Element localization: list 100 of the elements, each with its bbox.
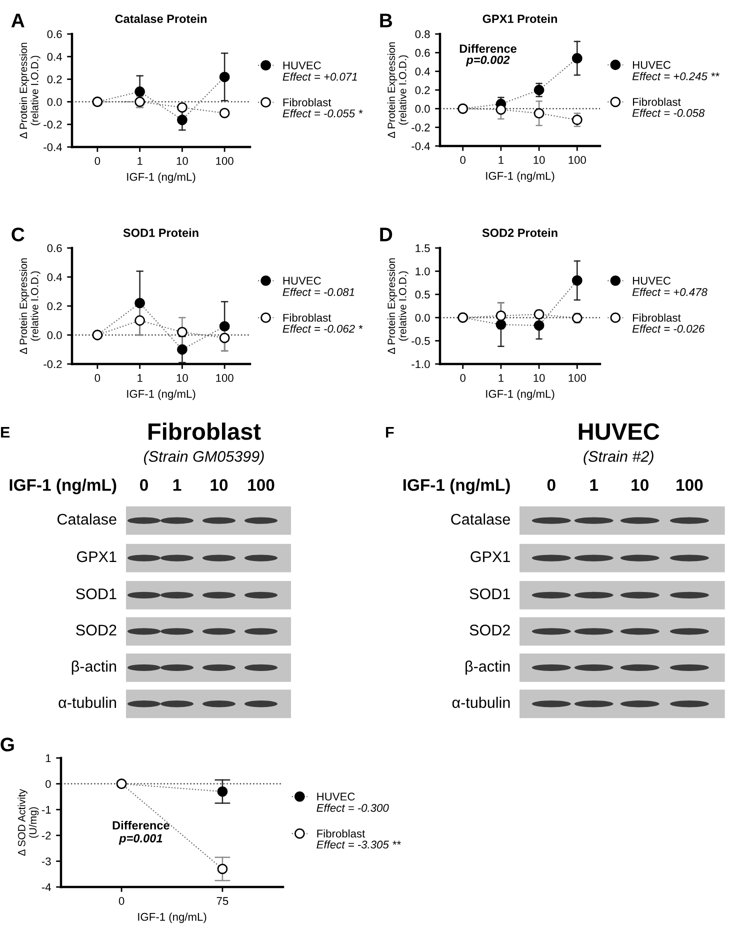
text: G	[0, 738, 14, 752]
x-tick-label: 1	[498, 374, 504, 382]
legend-label: HUVEC	[283, 61, 321, 70]
text: Effect = -0.058	[632, 108, 705, 117]
y-tick-label: 1	[46, 754, 51, 762]
legend-label: HUVEC	[633, 61, 671, 69]
text: F	[386, 427, 394, 438]
y-tick-label: 0.0	[415, 314, 430, 322]
category-label: 1	[173, 479, 182, 491]
y-tick-label: -3	[42, 857, 51, 866]
x-tick-label: 1	[498, 156, 504, 164]
x-tick-label: 1	[138, 157, 142, 165]
x-tick-label: 100	[568, 374, 586, 382]
y-tick-label: 0.2	[47, 302, 62, 310]
text: E	[1, 427, 10, 438]
text: Effect = +0.478	[632, 288, 708, 296]
y-tick-label: 0.4	[47, 52, 62, 61]
text: (Strain GM05399)	[144, 450, 264, 465]
text: A	[11, 14, 24, 28]
text: Effect = -0.055 *	[282, 109, 363, 118]
text: Effect = -3.305 **	[316, 840, 401, 849]
y-tick-label: -0.2	[44, 120, 62, 129]
text: Effect = -0.062 *	[282, 324, 363, 333]
category-label: SOD1	[76, 588, 116, 600]
x-tick-label: 10	[176, 157, 188, 165]
legend-label: Fibroblast	[633, 98, 681, 106]
category-label: 100	[248, 479, 274, 491]
category-label: SOD1	[470, 588, 510, 600]
y-tick-label: 0	[46, 780, 51, 788]
text: Effect = +0.245 **	[632, 72, 720, 80]
category-label: β-actin	[72, 660, 116, 675]
x-tick-label: 0	[94, 157, 100, 165]
y-tick-label: 0.8	[415, 30, 430, 38]
y-axis-title: Δ Protein Expression (relative I.O.D.)	[387, 42, 408, 138]
x-axis-title: IGF-1 (ng/mL)	[127, 172, 196, 183]
legend-label: HUVEC	[317, 792, 355, 801]
category-label: α-tubulin	[452, 696, 510, 708]
annotation: Difference	[112, 820, 170, 830]
y-tick-label: -0.4	[44, 143, 62, 152]
y-tick-label: 0.6	[47, 244, 62, 252]
text: IGF-1 (ng/mL)	[10, 478, 116, 494]
category-label: GPX1	[77, 551, 116, 562]
legend-label: HUVEC	[283, 276, 321, 285]
text: Fibroblast	[148, 422, 261, 440]
y-tick-label: 0.6	[47, 30, 62, 38]
y-tick-label: 0.4	[415, 68, 430, 76]
text: C	[12, 228, 24, 242]
y-tick-label: 0.2	[47, 75, 62, 84]
category-label: 0	[140, 479, 148, 491]
chart-title: GPX1 Protein	[482, 14, 557, 24]
annotation: p=0.002	[466, 56, 510, 66]
text: B	[380, 14, 392, 28]
y-tick-label: -0.4	[412, 142, 430, 150]
x-tick-label: 10	[534, 374, 545, 382]
text: IGF-1 (ng/mL)	[403, 478, 510, 494]
y-tick-label: -2	[42, 832, 51, 840]
text: D	[380, 228, 392, 242]
x-tick-label: 10	[534, 156, 545, 164]
y-tick-label: 0.0	[47, 98, 62, 106]
x-tick-label: 100	[568, 156, 586, 164]
x-tick-label: 10	[176, 374, 188, 382]
x-axis-title: IGF-1 (ng/mL)	[486, 390, 554, 400]
y-axis-title: Δ SOD Activity (U/mg)	[18, 788, 39, 856]
y-tick-label: 0.4	[47, 273, 62, 282]
y-tick-label: -4	[42, 883, 51, 892]
legend-label: Fibroblast	[317, 829, 366, 838]
y-tick-label: 0.6	[415, 48, 430, 57]
legend-label: HUVEC	[633, 276, 671, 285]
text: Effect = -0.026	[632, 324, 705, 333]
x-tick-label: 0	[460, 156, 466, 164]
x-tick-label: 0	[94, 374, 100, 382]
y-tick-label: -0.5	[412, 337, 430, 345]
y-tick-label: -1	[42, 806, 51, 814]
y-tick-label: 1.5	[416, 244, 430, 252]
annotation: p=0.001	[118, 834, 162, 845]
x-tick-label: 1	[138, 374, 142, 382]
text: (Strain #2)	[584, 450, 654, 465]
x-tick-label: 100	[216, 374, 234, 382]
category-label: α-tubulin	[58, 696, 116, 708]
category-label: GPX1	[470, 551, 510, 562]
annotation: Difference	[460, 44, 516, 53]
x-axis-title: IGF-1 (ng/mL)	[138, 912, 206, 923]
y-axis-title: Δ Protein Expression (relative I.O.D.)	[19, 258, 40, 354]
legend-label: Fibroblast	[283, 98, 332, 106]
text: Effect = +0.071	[282, 72, 357, 81]
chart-title: SOD2 Protein	[482, 228, 558, 238]
y-tick-label: 1.0	[416, 267, 430, 276]
y-tick-label: -1.0	[412, 360, 430, 368]
y-tick-label: 0.0	[415, 104, 430, 113]
text: HUVEC	[578, 423, 660, 440]
category-label: 10	[632, 479, 648, 491]
legend-label: Fibroblast	[633, 314, 681, 322]
legend-label: Fibroblast	[283, 314, 332, 322]
y-axis-title: Δ Protein Expression (relative I.O.D.)	[387, 258, 408, 354]
category-label: 100	[676, 479, 703, 491]
text: Effect = -0.300	[316, 804, 389, 812]
x-axis-title: IGF-1 (ng/mL)	[127, 390, 196, 400]
x-tick-label: 100	[216, 157, 234, 165]
x-tick-label: 75	[216, 897, 228, 905]
y-tick-label: 0.5	[415, 290, 430, 299]
